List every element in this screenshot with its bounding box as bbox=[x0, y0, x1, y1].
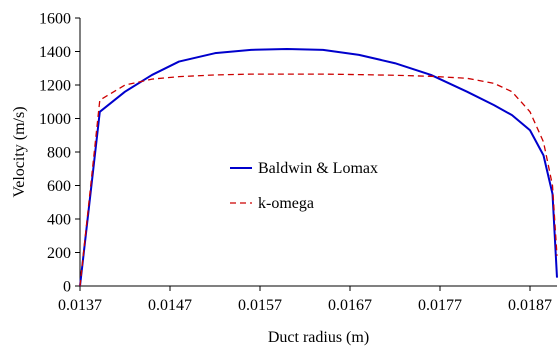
legend: Baldwin & Lomax k-omega bbox=[230, 160, 378, 212]
y-tick-label: 1200 bbox=[39, 78, 71, 95]
y-tick-label: 1400 bbox=[39, 44, 71, 61]
y-tick-label: 200 bbox=[47, 245, 71, 262]
series-lines bbox=[79, 47, 558, 287]
x-tick-label: 0.0187 bbox=[508, 297, 552, 314]
x-tick-label: 0.0147 bbox=[148, 297, 192, 314]
x-axis-title: Duct radius (m) bbox=[268, 329, 369, 346]
series-line-baldwin-lomax bbox=[79, 47, 558, 287]
x-tick-label: 0.0167 bbox=[328, 297, 372, 314]
x-tick-label: 0.0177 bbox=[418, 297, 462, 314]
y-tick-label: 600 bbox=[47, 178, 71, 195]
legend-label-baldwin-lomax: Baldwin & Lomax bbox=[258, 160, 378, 177]
y-tick-label: 1000 bbox=[39, 111, 71, 128]
y-tick-label: 0 bbox=[63, 279, 71, 296]
legend-label-k-omega: k-omega bbox=[258, 195, 314, 212]
axes: 0 200 400 600 800 1000 1200 1400 1600 0.0137 0.014… bbox=[39, 11, 557, 314]
series-line-k-omega bbox=[79, 73, 558, 287]
y-tick-label: 400 bbox=[47, 212, 71, 229]
x-tick-label: 0.0157 bbox=[238, 297, 282, 314]
y-tick-label: 1600 bbox=[39, 11, 71, 28]
x-tick-label: 0.0137 bbox=[58, 297, 102, 314]
y-tick-label: 800 bbox=[47, 145, 71, 162]
y-axis-title: Velocity (m/s) bbox=[11, 106, 28, 197]
